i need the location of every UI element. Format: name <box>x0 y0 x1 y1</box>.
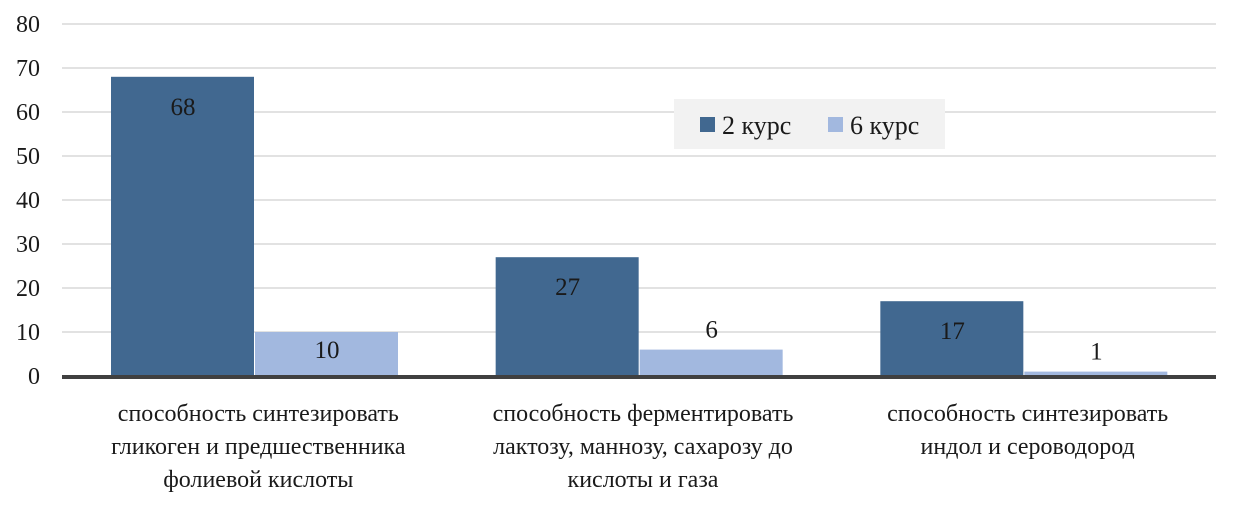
y-tick-label: 50 <box>16 144 40 170</box>
y-tick-label: 80 <box>16 12 40 38</box>
y-tick-label: 20 <box>16 276 40 302</box>
bar <box>880 301 1024 376</box>
y-tick-label: 30 <box>16 232 40 258</box>
y-tick-label: 10 <box>16 320 40 346</box>
category-label: кислоты и газа <box>568 467 719 493</box>
category-label: способность синтезировать <box>118 401 399 427</box>
legend-label-6-kurs: 6 курс <box>850 111 919 140</box>
data-label: 10 <box>315 337 340 364</box>
bar <box>639 349 783 376</box>
category-label: индол и сероводород <box>921 434 1135 460</box>
bar <box>1024 371 1168 376</box>
data-label: 27 <box>555 274 580 301</box>
legend-swatch-2-kurs <box>700 117 715 132</box>
data-label: 6 <box>705 317 718 344</box>
bar <box>495 257 639 376</box>
bar <box>111 76 254 377</box>
legend-background <box>674 99 945 149</box>
category-label: способность ферментировать <box>493 401 794 427</box>
category-label: гликоген и предшественника <box>111 434 406 460</box>
gridlines <box>62 23 1216 333</box>
y-tick-label: 40 <box>16 188 40 214</box>
category-labels: способность синтезировать гликоген и пред… <box>111 401 1168 493</box>
y-axis-ticks: 0 10 20 30 40 50 60 70 80 <box>16 12 40 390</box>
bar <box>255 332 398 376</box>
category-label: способность синтезировать <box>887 401 1168 427</box>
data-label: 17 <box>940 318 965 345</box>
data-label: 68 <box>171 94 196 121</box>
y-tick-label: 60 <box>16 100 40 126</box>
y-tick-label: 0 <box>28 364 40 390</box>
y-tick-label: 70 <box>16 56 40 82</box>
bars <box>111 76 1168 377</box>
category-label: лактозу, маннозу, сахарозу до <box>493 434 793 460</box>
data-label: 1 <box>1090 339 1103 366</box>
legend-swatch-6-kurs <box>828 117 843 132</box>
legend: 2 курс 6 курс <box>674 99 945 149</box>
legend-label-2-kurs: 2 курс <box>722 111 791 140</box>
data-labels: 68 10 27 6 17 1 <box>171 94 1103 366</box>
category-label: фолиевой кислоты <box>163 467 353 493</box>
